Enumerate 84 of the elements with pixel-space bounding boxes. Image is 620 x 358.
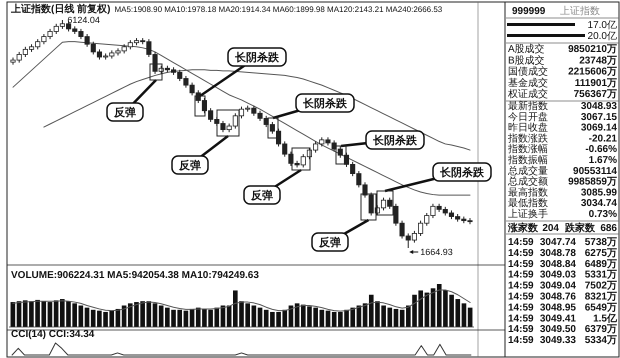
chart-title: 上证指数(日线 前复权) <box>10 3 110 15</box>
text: 总成交量 <box>507 164 548 177</box>
annotation: 反弹 <box>250 189 273 202</box>
text: 20.0亿 <box>588 31 617 42</box>
text: 最高指数 <box>508 186 548 198</box>
text: 6549万 <box>584 302 617 314</box>
annotation: 反弹 <box>113 106 136 119</box>
text: 2215606万 <box>568 66 617 78</box>
text: 9850210万 <box>568 44 617 55</box>
text: A股成交 <box>508 43 545 55</box>
text: 6275万 <box>584 248 617 259</box>
text: 6379万 <box>584 324 617 336</box>
text: 基金成交 <box>508 76 548 89</box>
text: 90553114 <box>573 166 618 177</box>
text: 14:59 <box>508 237 534 248</box>
text: 14:59 <box>508 302 534 314</box>
text: 国债成交 <box>508 66 548 78</box>
text: -0.66% <box>585 144 618 156</box>
text: 指数涨跌 <box>507 132 548 144</box>
text: 6489万 <box>584 258 617 270</box>
text: 17.0亿 <box>588 20 617 31</box>
text: 3048.78 <box>540 248 576 259</box>
text: 5738万 <box>584 237 617 248</box>
text: 3049.04 <box>540 280 576 292</box>
text: 3049.50 <box>540 324 576 336</box>
text: 14:59 <box>508 280 534 292</box>
text: 3048.84 <box>540 258 576 270</box>
text: 昨日收盘 <box>508 122 548 134</box>
chart-subtitle: MA5:1908.90 MA10:1978.18 MA20:1914.34 MA60:1899.98 MA120:2143.21 MA240:2666.53 <box>114 5 443 14</box>
text: 5331万 <box>584 270 617 281</box>
annotation: 长阴杀跌 <box>439 166 485 179</box>
text: 3049.41 <box>540 313 576 324</box>
text: 14:59 <box>508 292 534 302</box>
text: 756367万 <box>574 89 617 100</box>
text: 跌家数 <box>564 222 596 234</box>
text: 14:59 <box>508 270 534 281</box>
text: 204 <box>542 223 560 234</box>
annotation: 反弹 <box>178 159 201 172</box>
text: 总成交额 <box>507 176 548 188</box>
chart-title: CCI(14) CCI:34.34 <box>11 329 95 340</box>
text: 999999 <box>512 6 546 17</box>
text: B股成交 <box>508 54 545 66</box>
text: 0.73% <box>588 209 618 220</box>
annotation: 1664.93 <box>420 247 453 257</box>
annotation: 长阴杀跌 <box>234 51 280 64</box>
text: 14:59 <box>508 248 534 259</box>
text: 1.5亿 <box>593 312 618 324</box>
text: 686 <box>600 223 618 234</box>
text: 14:59 <box>508 324 534 336</box>
annotation: 反弹 <box>318 236 341 249</box>
annotation: 长阴杀跌 <box>372 134 418 147</box>
text: 14:59 <box>508 313 534 324</box>
text: 1.67% <box>588 155 618 166</box>
text: 3085.99 <box>580 187 618 198</box>
text: 指数振幅 <box>507 154 548 166</box>
text: 3049.03 <box>540 270 576 281</box>
text: 3069.14 <box>580 122 618 134</box>
text: 9985859万 <box>568 176 617 188</box>
text: 涨家数 <box>507 222 539 234</box>
text: 3048.93 <box>580 101 618 112</box>
text: 14:59 <box>508 335 534 346</box>
annotation: 6124.04 <box>67 15 100 25</box>
text: 3048.76 <box>540 292 576 302</box>
annotation: 长阴杀跌 <box>302 97 348 110</box>
text: 3049.33 <box>540 335 576 346</box>
text: 5334万 <box>584 335 617 346</box>
text: 3067.15 <box>580 112 618 123</box>
text: 上证指数 <box>560 5 600 17</box>
text: 111901万 <box>574 78 617 89</box>
text: 指数涨幅 <box>507 143 548 156</box>
chart-title: VOLUME:906224.31 MA5:942054.38 MA10:794249.63 <box>11 270 260 281</box>
text: -20.21 <box>588 133 618 144</box>
text: 23748万 <box>579 55 617 66</box>
text: 7502万 <box>584 280 617 292</box>
text: 上证换手 <box>508 208 548 220</box>
text: 最低指数 <box>508 197 548 210</box>
text: 14:59 <box>508 258 534 270</box>
text: 3048.95 <box>540 302 576 314</box>
text: 权证成交 <box>507 88 548 100</box>
text: 最新指数 <box>508 100 548 112</box>
text: 8321万 <box>584 292 617 302</box>
text: 3034.74 <box>580 198 618 210</box>
text: 3047.74 <box>540 237 576 248</box>
text: 今日开盘 <box>508 110 548 123</box>
